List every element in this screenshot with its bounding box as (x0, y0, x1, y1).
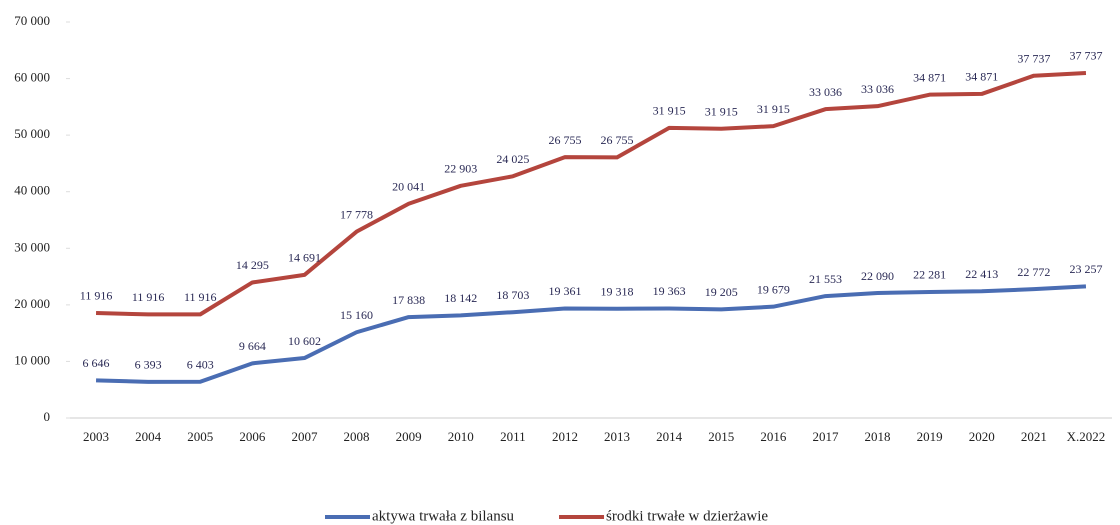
data-label: 18 703 (496, 288, 529, 302)
data-label: 17 778 (340, 207, 373, 221)
x-tick-label: X.2022 (1067, 429, 1106, 444)
x-tick-label: 2014 (656, 429, 683, 444)
data-label: 15 160 (340, 308, 373, 322)
x-tick-label: 2009 (396, 429, 422, 444)
data-label: 20 041 (392, 179, 425, 193)
x-tick-label: 2010 (448, 429, 474, 444)
x-tick-label: 2015 (708, 429, 734, 444)
y-tick-label: 0 (44, 409, 51, 424)
data-label: 14 295 (236, 258, 269, 272)
data-label: 31 915 (757, 102, 790, 116)
data-label: 11 916 (132, 290, 165, 304)
x-tick-label: 2012 (552, 429, 578, 444)
data-label: 19 361 (548, 284, 581, 298)
data-label: 18 142 (444, 291, 477, 305)
data-label: 31 915 (653, 104, 686, 118)
data-label: 33 036 (861, 82, 894, 96)
data-label: 11 916 (184, 290, 217, 304)
series-line (95, 70, 1087, 317)
data-label: 19 679 (757, 282, 790, 296)
data-label: 34 871 (913, 70, 946, 84)
x-tick-label: 2017 (812, 429, 839, 444)
series-line (95, 284, 1087, 384)
x-tick-label: 2011 (500, 429, 526, 444)
x-tick-label: 2021 (1021, 429, 1047, 444)
data-label: 24 025 (496, 152, 529, 166)
x-tick-label: 2006 (239, 429, 266, 444)
data-label: 6 646 (83, 356, 110, 370)
legend-label: środki trwałe w dzierżawie (606, 508, 768, 524)
data-label: 14 691 (288, 251, 321, 265)
data-label: 37 737 (1069, 49, 1102, 63)
y-tick-label: 30 000 (14, 239, 50, 254)
y-tick-label: 40 000 (14, 183, 50, 198)
data-label: 19 205 (705, 285, 738, 299)
data-label: 34 871 (965, 70, 998, 84)
y-tick-label: 10 000 (14, 352, 50, 367)
data-label: 22 090 (861, 269, 894, 283)
x-tick-label: 2003 (83, 429, 109, 444)
x-tick-label: 2007 (291, 429, 318, 444)
x-tick-label: 2016 (760, 429, 787, 444)
x-tick-label: 2019 (917, 429, 943, 444)
data-label: 11 916 (80, 289, 113, 303)
data-label: 10 602 (288, 334, 321, 348)
data-label: 6 393 (135, 358, 162, 372)
data-label: 22 903 (444, 162, 477, 176)
data-label: 9 664 (239, 339, 266, 353)
legend-label: aktywa trwała z bilansu (372, 508, 515, 524)
y-tick-label: 70 000 (14, 13, 50, 28)
data-label: 26 755 (601, 133, 634, 147)
x-tick-label: 2008 (344, 429, 370, 444)
y-tick-label: 50 000 (14, 126, 50, 141)
x-tick-label: 2013 (604, 429, 630, 444)
data-label: 22 772 (1017, 265, 1050, 279)
data-label: 37 737 (1017, 51, 1050, 65)
data-label: 33 036 (809, 85, 842, 99)
data-label: 19 363 (653, 284, 686, 298)
data-label: 21 553 (809, 272, 842, 286)
data-label: 26 755 (548, 133, 581, 147)
y-tick-label: 60 000 (14, 70, 50, 85)
data-label: 22 281 (913, 268, 946, 282)
y-tick-label: 20 000 (14, 296, 50, 311)
data-label: 17 838 (392, 293, 425, 307)
data-label: 19 318 (601, 284, 634, 298)
data-label: 31 915 (705, 105, 738, 119)
x-tick-label: 2004 (135, 429, 162, 444)
data-label: 6 403 (187, 358, 214, 372)
x-tick-label: 2020 (969, 429, 995, 444)
data-label: 23 257 (1069, 262, 1102, 276)
x-tick-label: 2005 (187, 429, 213, 444)
data-label: 22 413 (965, 267, 998, 281)
x-tick-label: 2018 (865, 429, 891, 444)
